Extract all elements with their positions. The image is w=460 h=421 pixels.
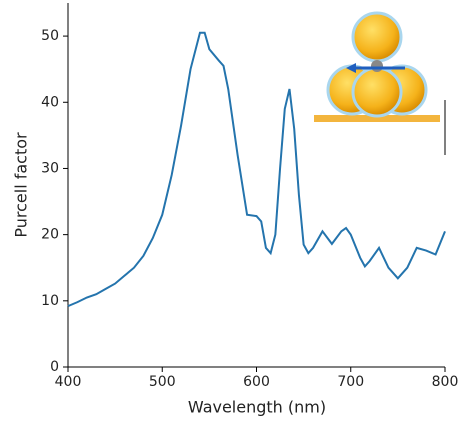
data-line (67, 31, 446, 308)
x-tick-label: 800 (432, 374, 459, 390)
y-tick-label: 40 (41, 94, 59, 110)
x-tick-label: 600 (243, 374, 270, 390)
emitter (371, 60, 383, 72)
x-tick-label: 700 (337, 374, 364, 390)
x-tick-label: 500 (149, 374, 176, 390)
arrow-head (346, 63, 356, 73)
inset-illustration (314, 11, 440, 122)
substrate (314, 115, 440, 122)
y-tick-label: 20 (41, 227, 59, 243)
y-axis-label: Purcell factor (12, 132, 31, 238)
particle (351, 66, 403, 118)
x-axis-label: Wavelength (nm) (188, 398, 326, 417)
y-tick-label: 0 (50, 359, 59, 375)
x-tick-label: 400 (55, 374, 82, 390)
y-tick-label: 50 (41, 28, 59, 44)
particle (351, 11, 403, 63)
y-tick-label: 10 (41, 293, 59, 309)
y-tick-label: 30 (41, 160, 59, 176)
